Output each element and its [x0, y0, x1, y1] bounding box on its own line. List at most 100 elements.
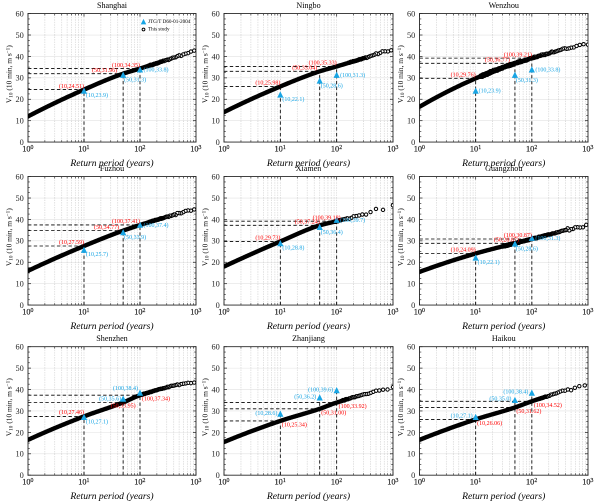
svg-text:1 0 1: 1 0 1: [470, 471, 482, 488]
svg-text:(10,23.9): (10,23.9): [86, 92, 108, 99]
svg-text:(10,22.1): (10,22.1): [282, 96, 304, 103]
svg-text:Return period (years): Return period (years): [266, 158, 350, 169]
svg-text:Fuzhou: Fuzhou: [100, 164, 124, 173]
svg-text:60: 60: [407, 172, 415, 181]
svg-text:1 0 2: 1 0 2: [134, 471, 146, 488]
svg-text:40: 40: [212, 385, 220, 394]
svg-text:V ( 1: V ( 1 0 m i n , m s ) 1 0 − 1: [0, 374, 17, 436]
svg-text:60: 60: [16, 343, 24, 352]
svg-text:40: 40: [407, 385, 415, 394]
svg-text:20: 20: [16, 428, 24, 437]
svg-text:40: 40: [212, 215, 220, 224]
svg-text:JTG/T D60-01-2004: JTG/T D60-01-2004: [148, 19, 191, 25]
svg-text:50: 50: [16, 31, 24, 40]
svg-text:10: 10: [212, 450, 220, 459]
svg-text:1 0 3: 1 0 3: [582, 301, 594, 318]
svg-text:10: 10: [212, 280, 220, 289]
svg-text:0: 0: [20, 471, 24, 480]
svg-text:1 0 1: 1 0 1: [275, 301, 287, 318]
svg-text:(100,39.18): (100,39.18): [313, 214, 341, 221]
svg-text:30: 30: [407, 237, 415, 246]
svg-text:50: 50: [212, 31, 220, 40]
svg-text:V ( 1: V ( 1 0 m i n , m s ) 1 0 − 1: [0, 204, 17, 266]
svg-text:(100,34.35): (100,34.35): [112, 62, 140, 69]
svg-text:V ( 1: V ( 1 0 m i n , m s ) 1 0 − 1: [192, 204, 212, 266]
svg-text:30: 30: [16, 407, 24, 416]
svg-text:(50,28.6): (50,28.6): [516, 246, 538, 253]
svg-text:0: 0: [20, 138, 24, 147]
svg-text:10: 10: [16, 280, 24, 289]
svg-text:(10,28.8): (10,28.8): [282, 245, 304, 252]
svg-text:10: 10: [407, 450, 415, 459]
svg-text:V ( 1: V ( 1 0 m i n , m s ) 1 0 − 1: [388, 204, 408, 266]
svg-text:(100,33.8): (100,33.8): [535, 67, 560, 74]
svg-text:(50,31.62): (50,31.62): [516, 408, 541, 415]
svg-text:20: 20: [407, 258, 415, 267]
svg-text:Return period (years): Return period (years): [69, 158, 153, 169]
svg-text:20: 20: [16, 258, 24, 267]
svg-text:1 0 0: 1 0 0: [22, 301, 34, 318]
svg-text:(10,27.59): (10,27.59): [59, 239, 84, 246]
svg-text:Return period (years): Return period (years): [266, 321, 350, 332]
svg-text:1 0 2: 1 0 2: [331, 471, 343, 488]
svg-text:0: 0: [411, 138, 415, 147]
svg-text:V ( 1: V ( 1 0 m i n , m s ) 1 0 − 1: [192, 374, 212, 436]
svg-text:(100,37.34): (100,37.34): [142, 395, 170, 402]
svg-text:(10,25.98): (10,25.98): [255, 80, 280, 87]
svg-text:40: 40: [407, 52, 415, 61]
svg-text:(100,31.3): (100,31.3): [340, 72, 365, 79]
svg-text:1 0 1: 1 0 1: [78, 471, 90, 488]
svg-text:1 0 0: 1 0 0: [414, 301, 426, 318]
svg-text:(100,38.4): (100,38.4): [113, 385, 138, 392]
svg-text:1 0 3: 1 0 3: [387, 471, 399, 488]
svg-text:30: 30: [212, 74, 220, 83]
svg-text:0: 0: [411, 471, 415, 480]
svg-text:0: 0: [216, 471, 220, 480]
svg-text:10: 10: [16, 117, 24, 126]
svg-text:1 0 0: 1 0 0: [218, 301, 230, 318]
svg-text:1 0 0: 1 0 0: [22, 471, 34, 488]
svg-text:20: 20: [212, 258, 220, 267]
svg-text:1 0 1: 1 0 1: [78, 301, 90, 318]
svg-text:Shanghai: Shanghai: [97, 1, 128, 10]
svg-text:(10,29.73): (10,29.73): [255, 235, 280, 242]
svg-text:V ( 1: V ( 1 0 m i n , m s ) 1 0 − 1: [192, 41, 212, 103]
svg-text:(50,35.6): (50,35.6): [99, 395, 121, 402]
svg-text:V ( 1: V ( 1 0 m i n , m s ) 1 0 − 1: [388, 374, 408, 436]
svg-text:1 0 2: 1 0 2: [134, 138, 146, 155]
svg-text:1 0 0: 1 0 0: [22, 138, 34, 155]
svg-text:60: 60: [16, 172, 24, 181]
svg-text:Xiamen: Xiamen: [296, 164, 322, 173]
svg-text:50: 50: [212, 364, 220, 373]
svg-text:40: 40: [16, 215, 24, 224]
svg-text:20: 20: [212, 95, 220, 104]
svg-text:0: 0: [216, 138, 220, 147]
svg-text:(50,36.77): (50,36.77): [485, 57, 510, 64]
svg-text:1 0 3: 1 0 3: [190, 138, 202, 155]
svg-text:0: 0: [216, 301, 220, 310]
svg-text:(10,24.51): (10,24.51): [59, 83, 84, 90]
svg-text:This study: This study: [148, 27, 170, 33]
svg-text:(50,28.87): (50,28.87): [494, 236, 519, 243]
svg-text:60: 60: [212, 343, 220, 352]
svg-text:1 0 0: 1 0 0: [218, 471, 230, 488]
svg-text:(10,22.1): (10,22.1): [478, 259, 500, 266]
svg-text:(50,33.9): (50,33.9): [124, 234, 146, 241]
svg-text:(10,27.1): (10,27.1): [86, 418, 108, 425]
svg-text:Return period (years): Return period (years): [461, 321, 545, 332]
svg-text:40: 40: [16, 385, 24, 394]
svg-text:(100,33.92): (100,33.92): [339, 403, 367, 410]
svg-text:40: 40: [407, 215, 415, 224]
svg-text:20: 20: [407, 95, 415, 104]
svg-text:30: 30: [16, 237, 24, 246]
svg-text:(100,35.33): (100,35.33): [309, 60, 337, 67]
svg-text:1 0 1: 1 0 1: [275, 471, 287, 488]
svg-text:1 0 3: 1 0 3: [190, 301, 202, 318]
svg-text:60: 60: [407, 343, 415, 352]
svg-text:20: 20: [16, 95, 24, 104]
svg-text:30: 30: [212, 237, 220, 246]
svg-text:(10,25.7): (10,25.7): [86, 251, 108, 258]
svg-text:(10,24.09): (10,24.09): [451, 247, 476, 254]
svg-text:(10,23.9): (10,23.9): [479, 87, 501, 94]
svg-text:Guangzhou: Guangzhou: [485, 164, 522, 173]
